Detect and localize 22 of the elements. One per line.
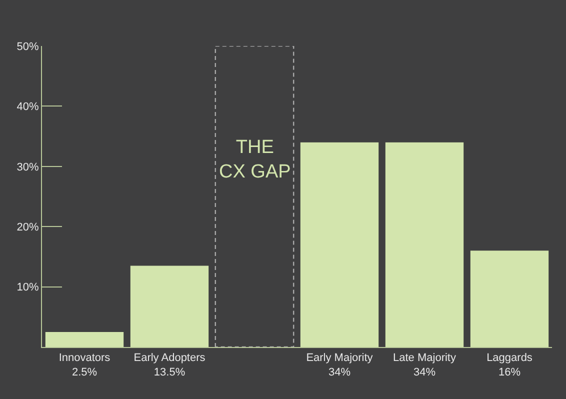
data-label: 34% [413, 366, 436, 378]
data-label: 13.5% [154, 366, 186, 378]
y-tick-label: 20% [16, 221, 40, 234]
annotation: THE CX GAP [219, 137, 291, 183]
y-tick-label: 30% [16, 161, 40, 174]
bar [214, 46, 294, 347]
bar [300, 142, 379, 347]
x-tick-label: Late Majority [393, 352, 456, 364]
x-tick-label: Early Majority [306, 352, 374, 364]
data-label: 16% [498, 366, 521, 378]
bar [45, 332, 124, 347]
bar [470, 250, 549, 347]
x-tick-label: Early Adopters [134, 352, 206, 364]
bar [385, 142, 464, 347]
data-label: 2.5% [72, 366, 98, 378]
x-tick-label: Innovators [58, 352, 111, 364]
x-tick-label: Laggards [486, 352, 533, 364]
data-label: 34% [328, 366, 351, 378]
y-tick-label: 50% [16, 40, 40, 53]
y-tick-label: 40% [16, 101, 40, 114]
bar [130, 266, 209, 347]
y-tick-label: 10% [16, 282, 40, 294]
